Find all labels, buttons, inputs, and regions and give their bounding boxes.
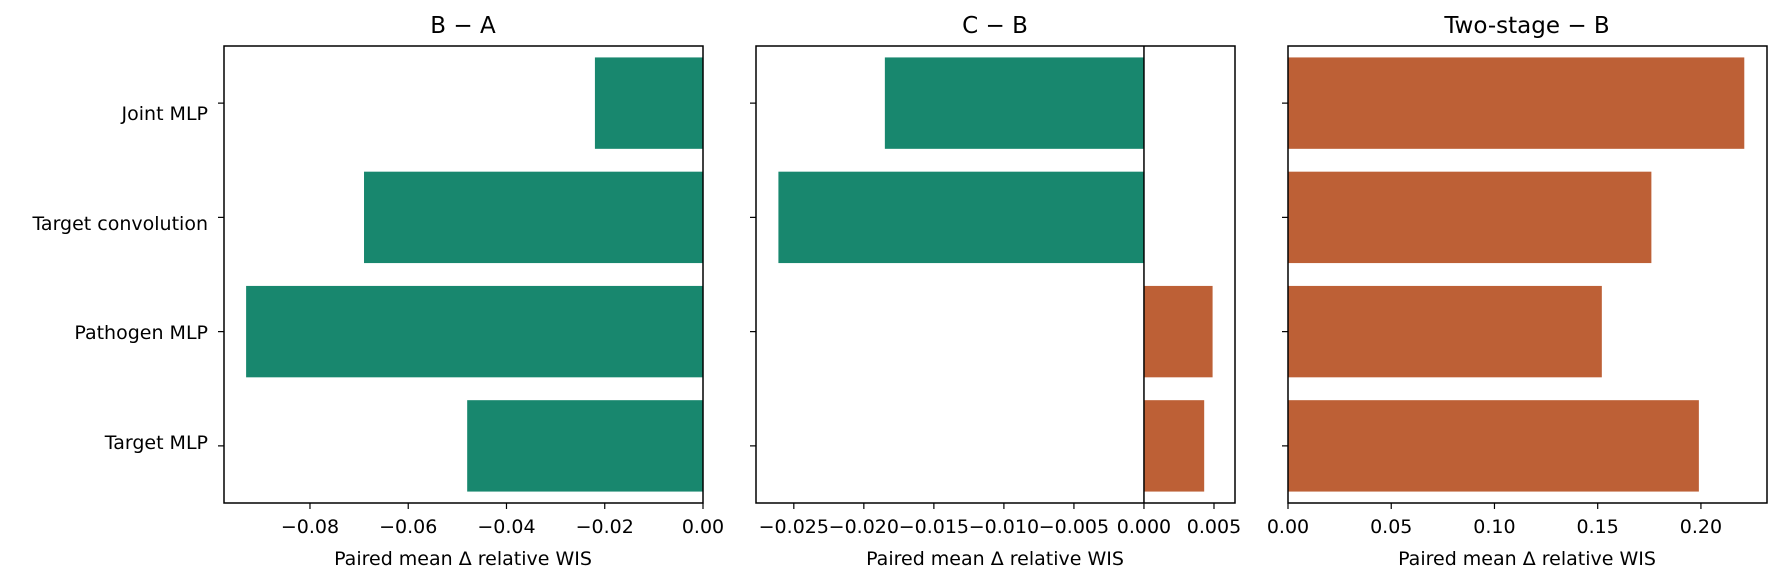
x-tick-label: 0.15: [1577, 516, 1619, 538]
y-category-labels: Joint MLP Target convolution Pathogen ML…: [31, 103, 208, 454]
bar-joint-mlp: [1288, 57, 1745, 149]
panel-title: B − A: [430, 13, 496, 39]
bar-target-mlp: [467, 400, 703, 492]
panel-title: C − B: [962, 13, 1028, 39]
x-tick-label: −0.015: [899, 516, 969, 538]
x-tick-label: −0.02: [576, 516, 634, 538]
bar-pathogen-mlp: [246, 285, 703, 378]
bar-pathogen-mlp: [1288, 285, 1602, 378]
x-axis-label: Paired mean Δ relative WIS: [866, 548, 1124, 570]
panel-c-minus-b: C − B −0.025 −0.020 −0.015 −0.010 −0.005 0.00…: [750, 13, 1241, 570]
axes-frame: [1287, 45, 1768, 504]
x-tick-label: 0.20: [1680, 516, 1722, 538]
panel-two-stage-minus-b: Two-stage − B 0.00 0.05 0.10 0.15 0.20 Paire…: [1267, 13, 1768, 570]
x-tick-label: −0.025: [759, 516, 829, 538]
y-label-joint-mlp: Joint MLP: [121, 103, 208, 125]
x-tick-label: −0.010: [969, 516, 1039, 538]
x-tick-label: −0.08: [281, 516, 339, 538]
bar-joint-mlp: [884, 57, 1144, 149]
x-tick-label: −0.06: [379, 516, 437, 538]
y-label-target-mlp: Target MLP: [104, 432, 208, 454]
axes-frame: [755, 45, 1236, 504]
bar-target-mlp: [1288, 400, 1699, 492]
x-tick-label: 0.00: [682, 516, 724, 538]
x-tick-label: 0.10: [1473, 516, 1515, 538]
bar-joint-mlp: [594, 57, 703, 149]
bar-target-convolution: [778, 171, 1144, 264]
x-axis-label: Paired mean Δ relative WIS: [1398, 548, 1656, 570]
x-tick-label: −0.04: [477, 516, 535, 538]
x-tick-label: −0.020: [829, 516, 899, 538]
bar-pathogen-mlp: [1143, 285, 1213, 378]
x-tick-label: 0.00: [1267, 516, 1309, 538]
panel-b-minus-a: B − A −0.08 −0.06 −0.04 −0.02 0.00 Paired me…: [218, 13, 724, 570]
y-label-pathogen-mlp: Pathogen MLP: [74, 322, 208, 344]
bar-target-convolution: [364, 171, 703, 264]
panel-title: Two-stage − B: [1443, 13, 1609, 39]
bar-target-mlp: [1143, 400, 1205, 492]
axes-frame: [223, 45, 704, 504]
x-tick-label: 0.000: [1117, 516, 1171, 538]
x-axis-label: Paired mean Δ relative WIS: [334, 548, 592, 570]
bar-target-convolution: [1288, 171, 1652, 264]
x-tick-label: 0.005: [1187, 516, 1241, 538]
y-label-target-convolution: Target convolution: [31, 213, 208, 235]
x-tick-label: 0.05: [1370, 516, 1412, 538]
x-tick-label: −0.005: [1039, 516, 1109, 538]
